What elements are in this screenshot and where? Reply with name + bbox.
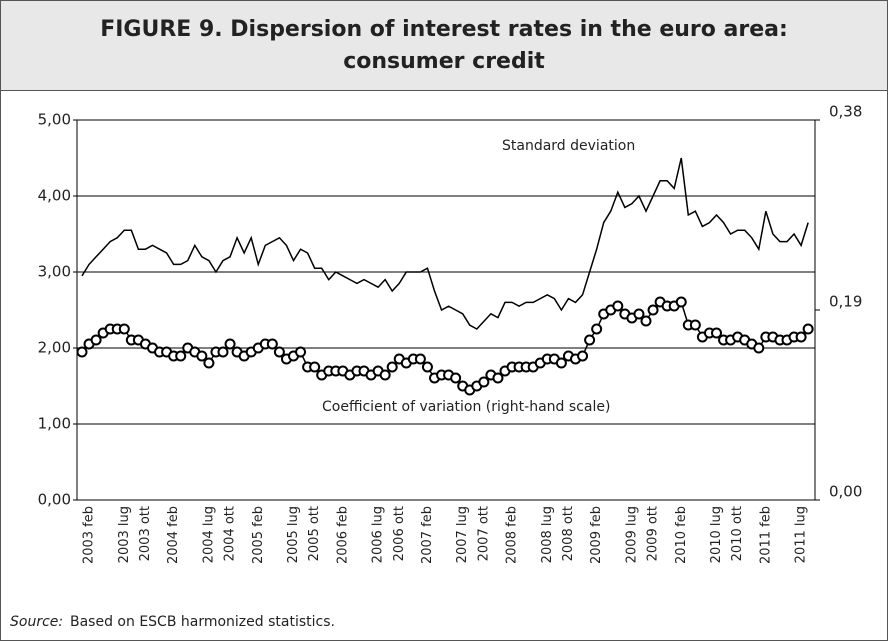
x-tick-label: 2009 ott [646, 506, 661, 561]
x-tick-label: 2005 feb [251, 506, 266, 564]
x-tick-label: 2005 ott [307, 506, 322, 561]
annotation: Standard deviation [502, 138, 635, 154]
x-tick-label: 2007 ott [476, 506, 491, 561]
series-line [81, 157, 809, 330]
marker [217, 346, 229, 358]
x-tick-label: 2006 lug [371, 506, 386, 563]
marker [309, 361, 321, 373]
marker [224, 338, 236, 350]
y-tick-label: 0,00 [38, 491, 71, 509]
x-tick-label: 2008 ott [561, 506, 576, 561]
x-tick-label: 2004 feb [166, 506, 181, 564]
marker [555, 357, 567, 369]
marker [711, 327, 722, 339]
marker [675, 296, 687, 308]
marker [753, 342, 765, 354]
x-tick-label: 2003 lug [117, 506, 132, 563]
x-tick-label: 2006 feb [335, 506, 350, 564]
marker [591, 323, 603, 335]
x-tick-label: 2003 feb [82, 506, 97, 564]
y-tick-label: 1,00 [38, 415, 71, 433]
y2-tick-label: 0,00 [829, 483, 862, 501]
marker [379, 369, 391, 381]
x-tick-label: 2008 feb [505, 506, 520, 564]
x-tick-label: 2006 ott [392, 506, 407, 561]
x-tick-label: 2009 lug [624, 506, 639, 563]
x-tick-label: 2010 lug [709, 506, 724, 563]
x-tick-label: 2005 lug [286, 506, 301, 563]
marker [633, 308, 645, 320]
chart-title: consumer credit [343, 49, 545, 74]
x-tick-label: 2010 ott [730, 506, 745, 561]
marker [640, 315, 652, 327]
marker [90, 334, 102, 346]
marker [612, 300, 624, 312]
marker [386, 361, 398, 373]
x-tick-label: 2003 ott [138, 506, 153, 561]
x-tick-label: 2010 feb [674, 506, 689, 564]
marker [689, 319, 701, 331]
x-tick-label: 2007 lug [455, 506, 470, 563]
marker [196, 350, 208, 362]
source-label: Source: [10, 614, 63, 630]
source: Based on ESCB harmonized statistics. [70, 614, 335, 630]
marker [295, 346, 307, 358]
x-tick-label: 2011 lug [794, 506, 809, 563]
marker [478, 376, 490, 388]
chart-title: FIGURE 9. Dispersion of interest rates i… [100, 17, 788, 42]
marker [273, 346, 285, 358]
x-tick-label: 2011 feb [758, 506, 773, 564]
marker [203, 357, 215, 369]
y-tick-label: 4,00 [38, 187, 71, 205]
y-tick-label: 2,00 [38, 339, 71, 357]
y-tick-label: 5,00 [38, 111, 71, 129]
marker [414, 353, 426, 365]
x-tick-label: 2007 feb [420, 506, 435, 564]
marker [421, 361, 433, 373]
marker [76, 346, 88, 358]
y2-tick-label: 0,38 [829, 103, 862, 121]
marker [584, 334, 596, 346]
y2-tick-label: 0,19 [829, 293, 862, 311]
y-tick-label: 3,00 [38, 263, 71, 281]
marker [795, 331, 807, 343]
marker [647, 304, 659, 316]
marker [175, 350, 187, 362]
marker [802, 323, 814, 335]
marker [266, 338, 278, 350]
marker [492, 372, 504, 384]
marker [577, 350, 589, 362]
x-tick-label: 2008 lug [540, 506, 555, 563]
x-tick-label: 2004 lug [201, 506, 216, 563]
annotation: Coefficient of variation (right-hand sca… [322, 399, 610, 415]
marker [118, 323, 130, 335]
marker [450, 372, 462, 384]
x-tick-label: 2004 ott [223, 506, 238, 561]
title-box [0, 0, 888, 91]
x-tick-label: 2009 feb [589, 506, 604, 564]
